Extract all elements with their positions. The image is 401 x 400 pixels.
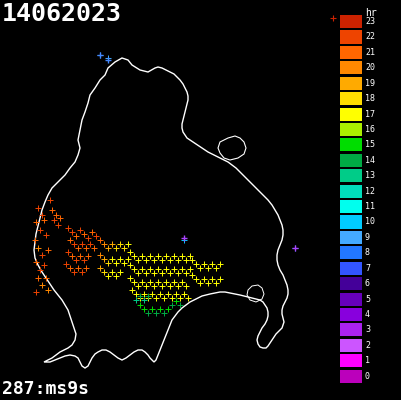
Text: 4: 4 bbox=[364, 310, 369, 319]
Bar bbox=[339, 370, 361, 383]
Bar bbox=[339, 323, 361, 336]
Bar bbox=[339, 169, 361, 182]
Bar bbox=[339, 292, 361, 306]
Bar bbox=[339, 138, 361, 152]
Text: 20: 20 bbox=[364, 63, 374, 72]
Text: 23: 23 bbox=[364, 17, 374, 26]
Text: 21: 21 bbox=[364, 48, 374, 57]
Bar bbox=[339, 184, 361, 198]
Text: 7: 7 bbox=[364, 264, 369, 273]
Bar bbox=[339, 200, 361, 213]
Text: hr: hr bbox=[364, 8, 376, 18]
Bar bbox=[339, 354, 361, 367]
Bar bbox=[339, 46, 361, 59]
Bar bbox=[339, 77, 361, 90]
Bar bbox=[339, 61, 361, 74]
Text: 287:ms9s: 287:ms9s bbox=[2, 380, 89, 398]
Bar bbox=[339, 231, 361, 244]
Text: 17: 17 bbox=[364, 110, 374, 118]
Text: 13: 13 bbox=[364, 171, 374, 180]
Bar bbox=[339, 339, 361, 352]
Bar bbox=[339, 216, 361, 228]
Bar bbox=[339, 154, 361, 167]
Bar bbox=[339, 108, 361, 121]
Text: 11: 11 bbox=[364, 202, 374, 211]
Text: 1: 1 bbox=[364, 356, 369, 365]
Text: 22: 22 bbox=[364, 32, 374, 42]
Text: 0: 0 bbox=[364, 372, 369, 381]
Text: 6: 6 bbox=[364, 279, 369, 288]
Text: 5: 5 bbox=[364, 294, 369, 304]
Bar bbox=[339, 123, 361, 136]
Text: 15: 15 bbox=[364, 140, 374, 149]
Bar bbox=[339, 277, 361, 290]
Text: 12: 12 bbox=[364, 187, 374, 196]
Bar bbox=[339, 246, 361, 259]
Bar bbox=[339, 308, 361, 321]
Text: 14062023: 14062023 bbox=[2, 2, 122, 26]
Text: 14: 14 bbox=[364, 156, 374, 165]
Text: 2: 2 bbox=[364, 341, 369, 350]
Text: 10: 10 bbox=[364, 218, 374, 226]
Bar bbox=[339, 92, 361, 105]
Text: 9: 9 bbox=[364, 233, 369, 242]
Text: 19: 19 bbox=[364, 79, 374, 88]
Bar bbox=[339, 30, 361, 44]
Bar bbox=[339, 15, 361, 28]
Bar bbox=[339, 262, 361, 275]
Text: 3: 3 bbox=[364, 325, 369, 334]
Text: 18: 18 bbox=[364, 94, 374, 103]
Text: 8: 8 bbox=[364, 248, 369, 257]
Text: 16: 16 bbox=[364, 125, 374, 134]
